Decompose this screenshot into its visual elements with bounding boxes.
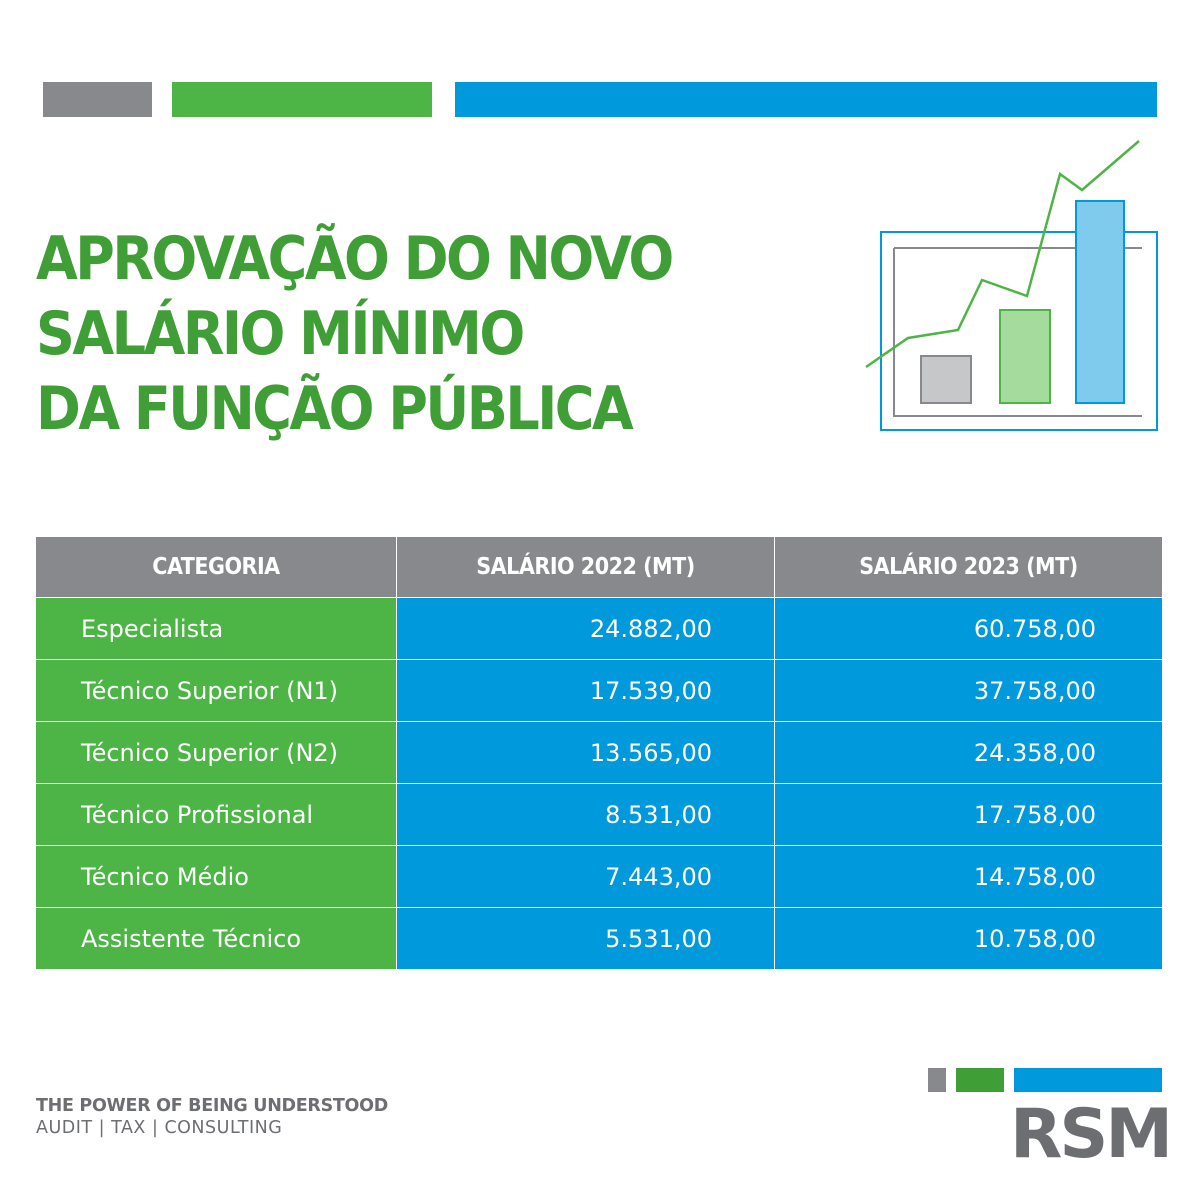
header-salario-2023: SALÁRIO 2023 (MT) bbox=[774, 536, 1163, 598]
salary-2023-cell: 24.358,00 bbox=[774, 721, 1163, 784]
salary-2022-cell: 24.882,00 bbox=[396, 597, 775, 660]
decorative-bar-blue bbox=[455, 82, 1157, 117]
salary-2023-cell: 10.758,00 bbox=[774, 907, 1163, 970]
rsm-logo: RSM bbox=[1010, 1095, 1173, 1174]
salary-2022-cell: 8.531,00 bbox=[396, 783, 775, 846]
header-categoria: CATEGORIA bbox=[35, 536, 397, 598]
title-line-1: APROVAÇÃO DO NOVO bbox=[36, 224, 674, 294]
decorative-bar-green bbox=[172, 82, 432, 117]
table-header-row: CATEGORIA SALÁRIO 2022 (MT) SALÁRIO 2023… bbox=[35, 536, 1163, 598]
footer-tagline-block: THE POWER OF BEING UNDERSTOOD AUDIT | TA… bbox=[36, 1095, 388, 1139]
title-line-3: DA FUNÇÃO PÚBLICA bbox=[36, 374, 634, 444]
salary-2022-cell: 13.565,00 bbox=[396, 721, 775, 784]
decorative-bar-gray bbox=[43, 82, 152, 117]
category-cell: Técnico Profissional bbox=[35, 783, 397, 846]
category-cell: Técnico Superior (N2) bbox=[35, 721, 397, 784]
table-row: Técnico Profissional 8.531,00 17.758,00 bbox=[35, 783, 1163, 846]
salary-table: CATEGORIA SALÁRIO 2022 (MT) SALÁRIO 2023… bbox=[35, 536, 1163, 970]
salary-2022-cell: 5.531,00 bbox=[396, 907, 775, 970]
logo-bar-blue bbox=[1014, 1068, 1162, 1092]
logo-bar-gray bbox=[928, 1068, 946, 1092]
table-row: Assistente Técnico 5.531,00 10.758,00 bbox=[35, 907, 1163, 970]
salary-2023-cell: 17.758,00 bbox=[774, 783, 1163, 846]
header-salario-2022: SALÁRIO 2022 (MT) bbox=[396, 536, 775, 598]
rising-bar-chart-icon bbox=[865, 140, 1158, 431]
salary-2023-cell: 37.758,00 bbox=[774, 659, 1163, 722]
page-title: APROVAÇÃO DO NOVO SALÁRIO MÍNIMO DA FUNÇ… bbox=[36, 222, 674, 447]
salary-2022-cell: 17.539,00 bbox=[396, 659, 775, 722]
category-cell: Técnico Superior (N1) bbox=[35, 659, 397, 722]
table-row: Técnico Superior (N1) 17.539,00 37.758,0… bbox=[35, 659, 1163, 722]
footer-services: AUDIT | TAX | CONSULTING bbox=[36, 1118, 283, 1138]
category-cell: Especialista bbox=[35, 597, 397, 660]
table-row: Técnico Superior (N2) 13.565,00 24.358,0… bbox=[35, 721, 1163, 784]
title-line-2: SALÁRIO MÍNIMO bbox=[36, 299, 525, 369]
salary-2023-cell: 14.758,00 bbox=[774, 845, 1163, 908]
table-row: Técnico Médio 7.443,00 14.758,00 bbox=[35, 845, 1163, 908]
table-row: Especialista 24.882,00 60.758,00 bbox=[35, 597, 1163, 660]
category-cell: Técnico Médio bbox=[35, 845, 397, 908]
salary-2022-cell: 7.443,00 bbox=[396, 845, 775, 908]
category-cell: Assistente Técnico bbox=[35, 907, 397, 970]
salary-2023-cell: 60.758,00 bbox=[774, 597, 1163, 660]
footer-tagline: THE POWER OF BEING UNDERSTOOD bbox=[36, 1096, 388, 1116]
logo-bar-green bbox=[956, 1068, 1004, 1092]
